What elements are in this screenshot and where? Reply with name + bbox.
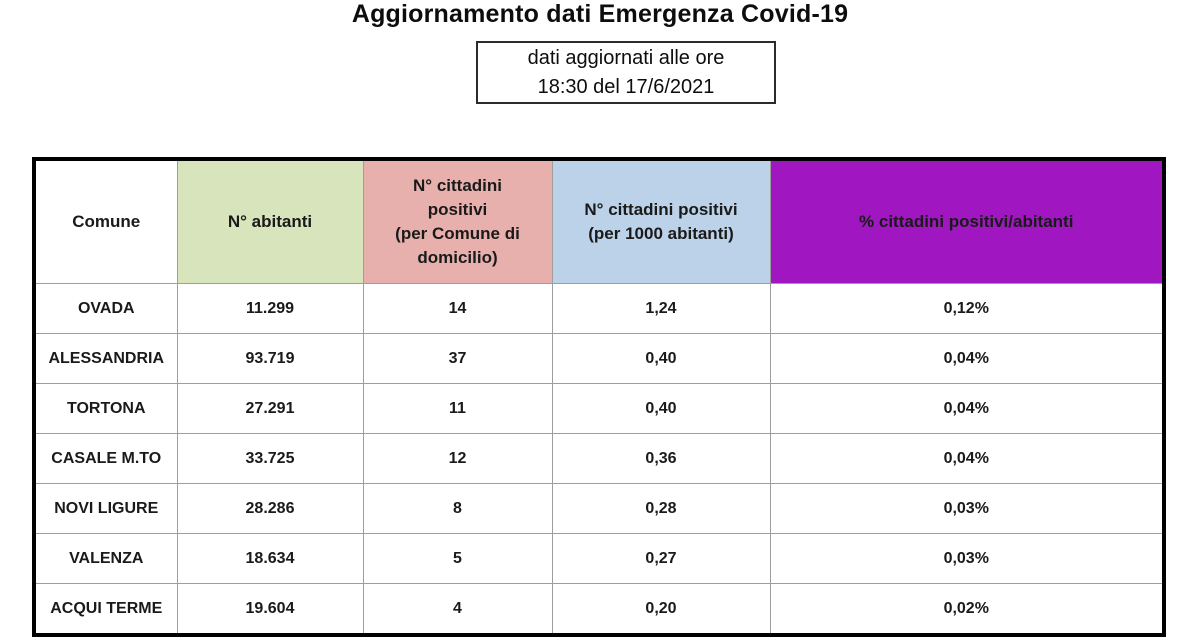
cell-per1000: 0,40: [551, 333, 771, 384]
table-header-row: Comune N° abitanti N° cittadini positivi…: [33, 158, 1165, 284]
cell-positivi: 5: [362, 533, 553, 584]
cell-abitanti: 11.299: [176, 283, 364, 334]
cell-percent: 0,04%: [769, 383, 1165, 434]
cell-abitanti: 33.725: [176, 433, 364, 484]
cell-comune: ACQUI TERME: [33, 583, 178, 636]
cell-comune: OVADA: [33, 283, 178, 334]
header-cell-per1000: N° cittadini positivi (per 1000 abitanti…: [551, 158, 771, 284]
cell-comune: NOVI LIGURE: [33, 483, 178, 534]
cell-percent: 0,03%: [769, 483, 1165, 534]
update-box-line2: 18:30 del 17/6/2021: [537, 75, 715, 98]
cell-abitanti: 19.604: [176, 583, 364, 636]
cell-per1000: 0,20: [551, 583, 771, 636]
cell-abitanti: 28.286: [176, 483, 364, 534]
update-box: dati aggiornati alle ore 18:30 del 17/6/…: [476, 41, 776, 104]
cell-percent: 0,03%: [769, 533, 1165, 584]
cell-comune: VALENZA: [33, 533, 178, 584]
header-cell-percent: % cittadini positivi/abitanti: [769, 158, 1165, 284]
cell-per1000: 0,40: [551, 383, 771, 434]
table-row: VALENZA 18.634 5 0,27 0,03%: [33, 533, 1165, 584]
cell-per1000: 0,27: [551, 533, 771, 584]
header-cell-comune: Comune: [33, 158, 178, 284]
table-row: CASALE M.TO 33.725 12 0,36 0,04%: [33, 433, 1165, 484]
page-title: Aggiornamento dati Emergenza Covid-19: [351, 0, 849, 28]
cell-comune: ALESSANDRIA: [33, 333, 178, 384]
table-row: OVADA 11.299 14 1,24 0,12%: [33, 283, 1165, 334]
cell-positivi: 4: [362, 583, 553, 636]
cell-abitanti: 27.291: [176, 383, 364, 434]
cell-percent: 0,04%: [769, 433, 1165, 484]
cell-comune: CASALE M.TO: [33, 433, 178, 484]
cell-positivi: 37: [362, 333, 553, 384]
cell-positivi: 12: [362, 433, 553, 484]
cell-abitanti: 18.634: [176, 533, 364, 584]
update-box-line1: dati aggiornati alle ore: [527, 46, 725, 69]
covid-data-table: Comune N° abitanti N° cittadini positivi…: [32, 157, 1166, 637]
cell-abitanti: 93.719: [176, 333, 364, 384]
cell-comune: TORTONA: [33, 383, 178, 434]
cell-percent: 0,04%: [769, 333, 1165, 384]
cell-per1000: 0,36: [551, 433, 771, 484]
cell-positivi: 11: [362, 383, 553, 434]
table-row: ALESSANDRIA 93.719 37 0,40 0,04%: [33, 333, 1165, 384]
cell-per1000: 1,24: [551, 283, 771, 334]
table-row: TORTONA 27.291 11 0,40 0,04%: [33, 383, 1165, 434]
cell-percent: 0,02%: [769, 583, 1165, 636]
cell-percent: 0,12%: [769, 283, 1165, 334]
cell-positivi: 8: [362, 483, 553, 534]
header-cell-abitanti: N° abitanti: [176, 158, 364, 284]
table-row: NOVI LIGURE 28.286 8 0,28 0,03%: [33, 483, 1165, 534]
cell-positivi: 14: [362, 283, 553, 334]
cell-per1000: 0,28: [551, 483, 771, 534]
header-cell-positivi: N° cittadini positivi (per Comune di dom…: [362, 158, 553, 284]
table-row: ACQUI TERME 19.604 4 0,20 0,02%: [33, 583, 1165, 636]
